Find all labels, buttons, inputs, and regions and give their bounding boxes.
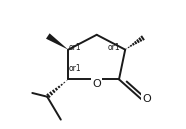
Text: O: O — [142, 94, 151, 104]
Text: or1: or1 — [69, 64, 81, 73]
Text: or1: or1 — [69, 43, 81, 52]
Text: O: O — [92, 79, 101, 89]
Text: or1: or1 — [108, 43, 121, 52]
Polygon shape — [46, 33, 68, 50]
